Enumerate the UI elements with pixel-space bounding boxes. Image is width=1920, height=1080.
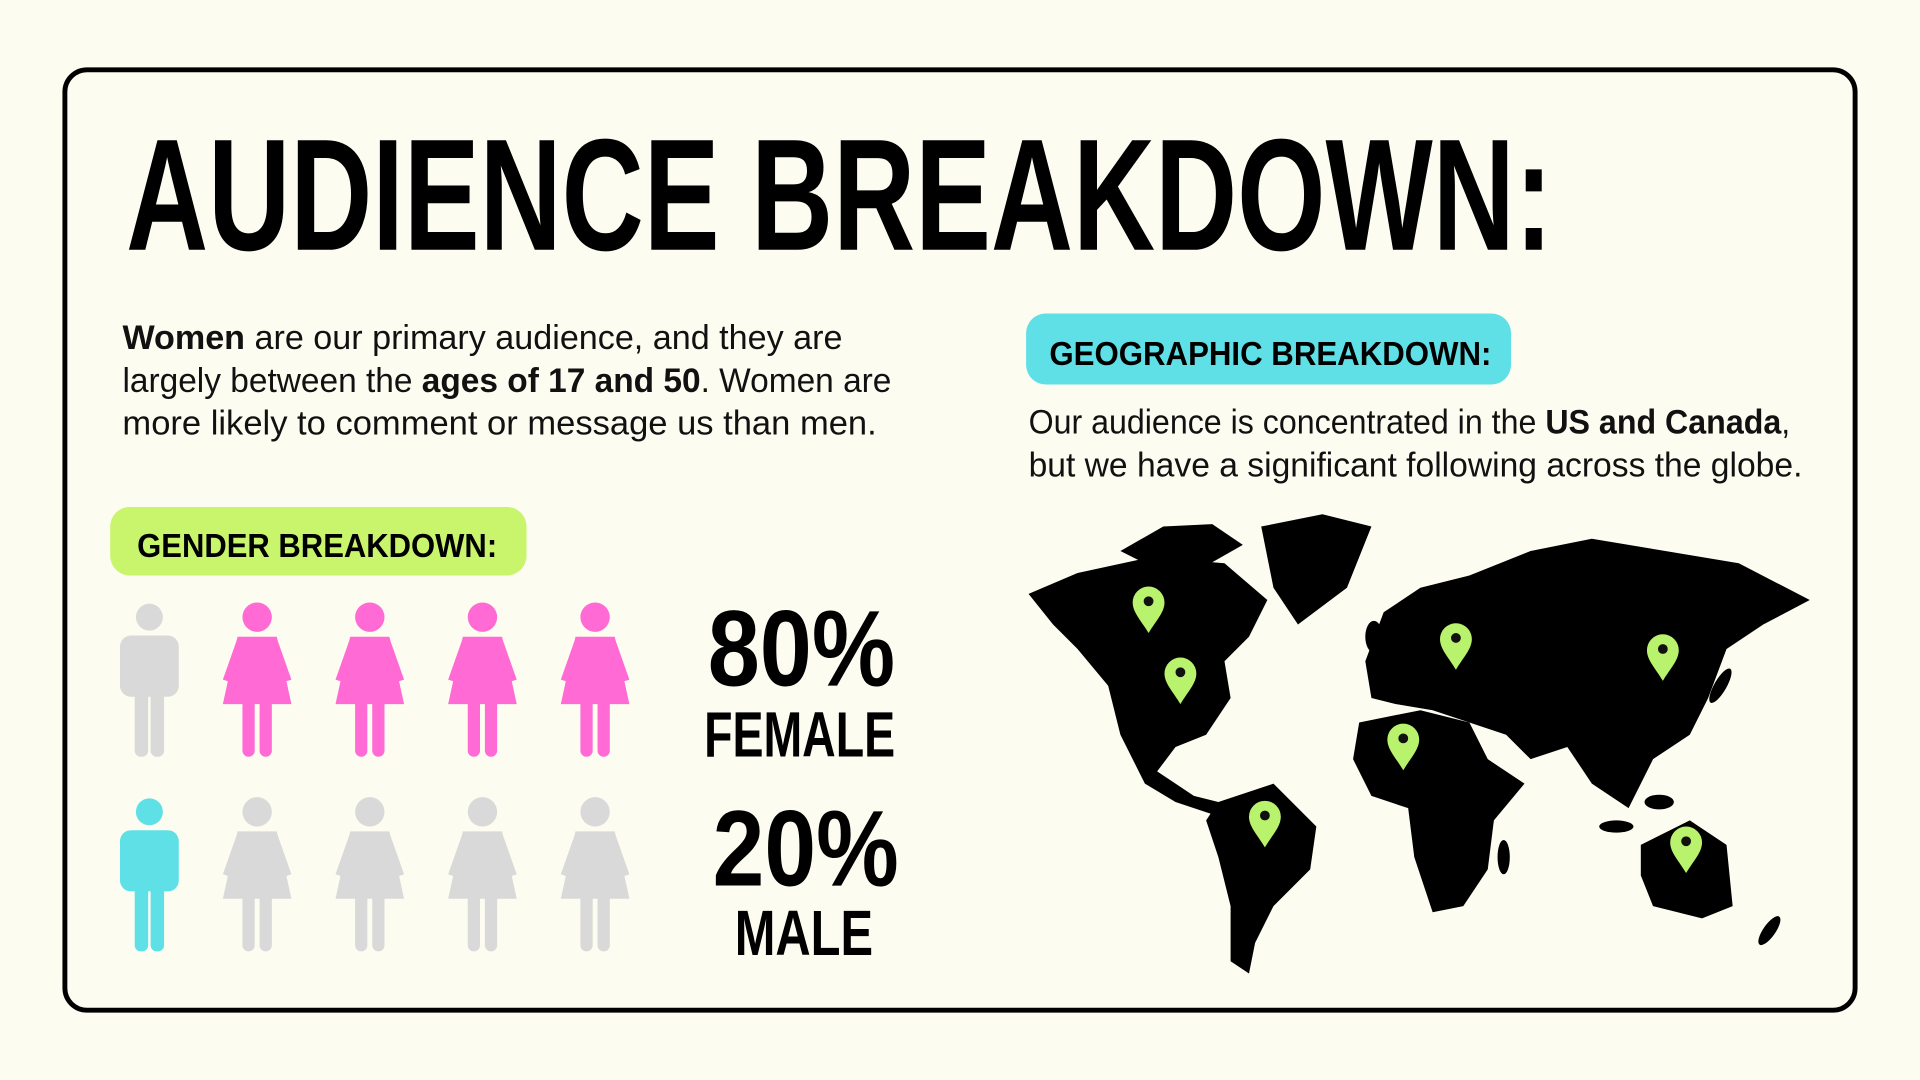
- intro-line: Women are our primary audience, and they…: [122, 319, 842, 357]
- intro-text: largely between the: [122, 362, 421, 400]
- share-label: 80%: [708, 588, 895, 709]
- geo-pill: [1026, 313, 1512, 385]
- intro-text: Women: [122, 319, 245, 357]
- geo-text: US and Canada: [1545, 403, 1782, 441]
- female-icon: [560, 602, 630, 757]
- pin: [1440, 623, 1472, 670]
- geo-line: Our audience is concentrated in the US a…: [1029, 403, 1791, 441]
- intro-text: ages of 17 and 50: [422, 362, 701, 400]
- geo-text: ,: [1781, 403, 1790, 441]
- female-icon: [335, 797, 405, 952]
- female-icon: [448, 602, 517, 757]
- pin: [1670, 826, 1703, 874]
- geo-text: Our audience is concentrated in the: [1029, 403, 1546, 441]
- female-icon: [335, 602, 405, 757]
- intro-text: more likely to comment or message us tha…: [122, 405, 876, 443]
- pin: [1248, 800, 1281, 848]
- world-map: [1028, 514, 1810, 974]
- geo-label: GEOGRAPHIC BREAKDOWN:: [1049, 336, 1491, 373]
- intro-line: more likely to comment or message us tha…: [122, 405, 876, 443]
- geo-text: but we have a significant following acro…: [1029, 446, 1803, 484]
- icon-row: [120, 797, 630, 952]
- male-icon: [120, 798, 179, 952]
- gender-pill: [110, 506, 527, 576]
- map-pins: [1132, 586, 1703, 874]
- icon-row: [120, 602, 630, 757]
- female-icon: [222, 602, 292, 757]
- intro-line: largely between the ages of 17 and 50. W…: [122, 362, 891, 400]
- pin: [1387, 723, 1420, 771]
- intro-text: are our primary audience, and they are: [245, 319, 842, 357]
- male-icon: [120, 603, 179, 757]
- share-name: FEMALE: [704, 700, 895, 771]
- pin: [1164, 657, 1197, 705]
- female-icon: [448, 797, 517, 952]
- female-icon: [222, 797, 292, 952]
- share-label: 20%: [713, 787, 899, 908]
- gender-label: GENDER BREAKDOWN:: [137, 528, 497, 565]
- title: AUDIENCE BREAKDOWN:: [126, 106, 1553, 284]
- pin: [1646, 634, 1679, 681]
- geo-line: but we have a significant following acro…: [1029, 446, 1803, 484]
- share-name: MALE: [735, 898, 873, 969]
- female-icon: [560, 797, 630, 952]
- pin: [1132, 586, 1165, 634]
- intro-text: . Women are: [701, 362, 892, 400]
